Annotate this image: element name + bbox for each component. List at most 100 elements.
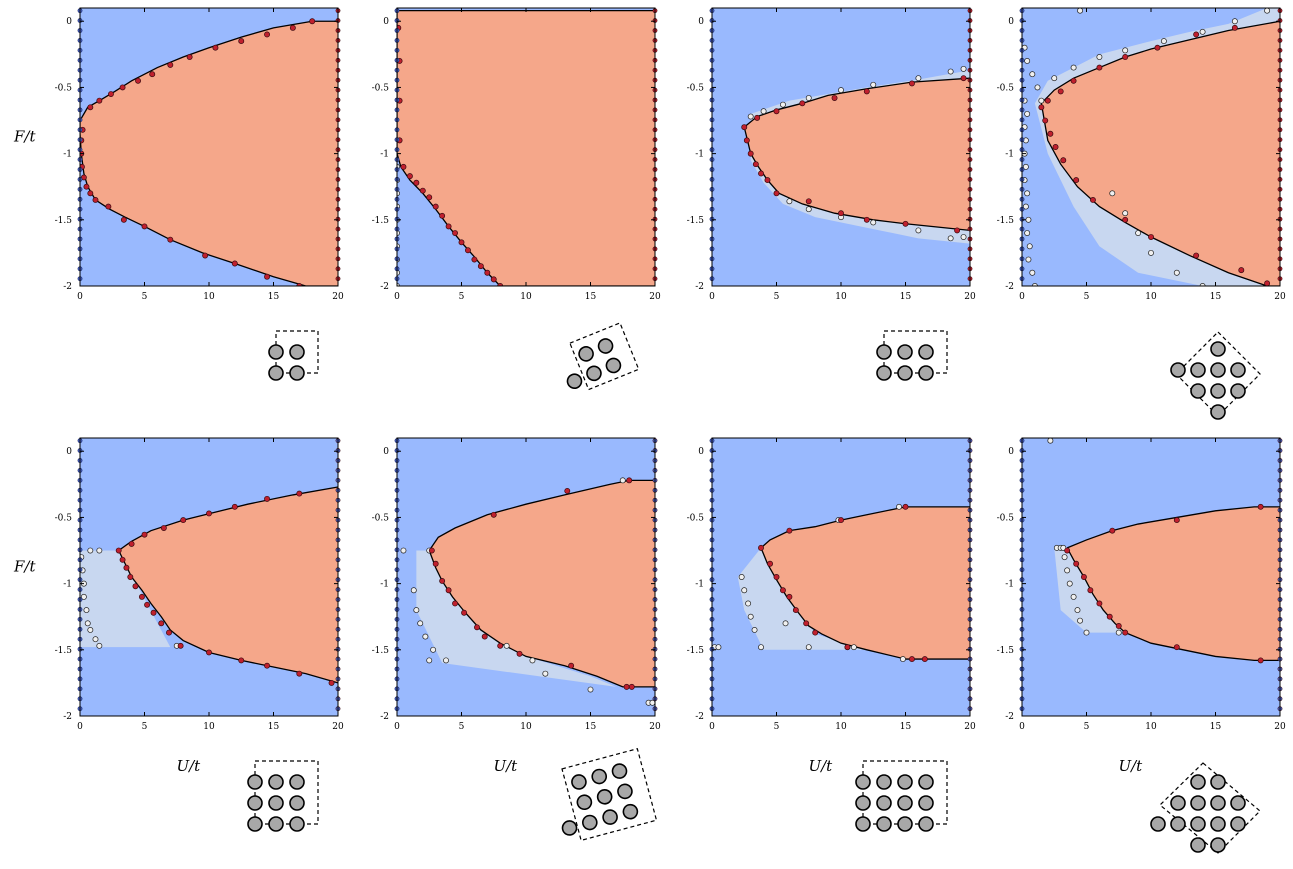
data-point-white xyxy=(805,644,812,651)
y-tick-label: 0 xyxy=(383,447,389,457)
lattice-site-group xyxy=(1150,774,1246,853)
lattice-cell-boundary xyxy=(1175,331,1261,417)
y-tick-label: -0.5 xyxy=(372,83,390,93)
data-point-white xyxy=(1109,190,1116,197)
y-tick-label: -1.5 xyxy=(997,646,1015,656)
data-point-red xyxy=(1080,574,1087,580)
data-point-red xyxy=(474,624,480,631)
y-tick-label: 0 xyxy=(66,447,72,457)
data-point-white xyxy=(1051,75,1058,82)
lattice-2x2 xyxy=(268,330,319,381)
data-point-red xyxy=(264,495,270,502)
data-point-red xyxy=(461,609,468,616)
data-point-white xyxy=(1070,593,1077,600)
lattice-site-group xyxy=(855,774,934,832)
y-tick-label: -1 xyxy=(380,580,389,590)
panel-plot-area xyxy=(741,65,970,244)
data-point-white xyxy=(529,657,536,664)
data-point-white xyxy=(1077,617,1084,624)
lattice-site xyxy=(247,816,263,832)
x-axis-label: U/t xyxy=(493,757,518,775)
x-tick-label: 0 xyxy=(394,292,400,302)
data-point-white xyxy=(870,219,877,226)
data-point-white xyxy=(542,670,549,677)
data-point-red xyxy=(1096,64,1103,71)
lattice-cell-boundary xyxy=(1159,762,1261,854)
data-point-white xyxy=(83,607,90,614)
phase-region xyxy=(761,506,970,660)
x-tick-label: 15 xyxy=(1210,722,1222,732)
data-point-red xyxy=(863,88,870,95)
lattice-sites xyxy=(566,322,640,391)
data-point-white xyxy=(92,636,99,643)
data-point-white xyxy=(1024,58,1031,64)
data-point-red xyxy=(92,197,99,203)
lattice-site xyxy=(566,373,583,390)
x-tick-label: 20 xyxy=(964,722,976,732)
lattice-site xyxy=(597,338,614,354)
data-point-red xyxy=(902,503,909,510)
data-point-red xyxy=(406,173,413,180)
data-point-white xyxy=(87,547,94,554)
data-point-red xyxy=(141,531,148,538)
y-tick-label: -2 xyxy=(1005,282,1014,292)
data-point-red xyxy=(1073,177,1080,184)
x-tick-label: 20 xyxy=(1274,292,1286,302)
data-point-red xyxy=(838,210,844,217)
lattice-site xyxy=(1190,774,1206,790)
lattice-site xyxy=(1210,795,1226,811)
lattice-site xyxy=(268,816,284,832)
lattice-site xyxy=(876,774,892,790)
data-point-white xyxy=(1077,8,1083,14)
data-point-white xyxy=(896,503,903,510)
lattice-site xyxy=(622,803,639,820)
x-tick-label: 5 xyxy=(774,292,780,302)
lattice-site xyxy=(897,795,913,811)
crossover-band xyxy=(737,547,867,650)
data-point-red xyxy=(626,477,633,484)
data-point-red xyxy=(844,644,851,651)
panel-8: 0 5 10 15 20 0 -0.5 -1 -1.5 -2 U/t xyxy=(997,437,1286,775)
data-point-white xyxy=(397,269,400,276)
x-axis-label: U/t xyxy=(808,757,833,775)
x-axis-label: U/t xyxy=(1118,757,1143,775)
data-point-red xyxy=(452,600,458,607)
data-point-white xyxy=(1074,607,1081,614)
data-point-red xyxy=(149,71,156,78)
data-point-red xyxy=(805,198,812,205)
data-point-red xyxy=(96,97,103,104)
data-point-red xyxy=(1073,560,1080,567)
data-point-white xyxy=(738,574,745,580)
data-point-white xyxy=(84,620,91,627)
data-point-red xyxy=(1052,144,1059,150)
phase-region xyxy=(397,10,655,286)
data-point-red xyxy=(909,80,915,87)
y-tick-label: -0.5 xyxy=(997,83,1015,93)
y-tick-label: -1.5 xyxy=(687,646,705,656)
lattice-site xyxy=(1210,362,1226,378)
data-point-red xyxy=(741,124,748,131)
lattice-site xyxy=(855,774,871,790)
data-point-white xyxy=(915,75,922,82)
data-point-white xyxy=(786,198,793,205)
data-point-white xyxy=(870,81,877,88)
data-point-white xyxy=(1115,629,1122,636)
data-point-red xyxy=(206,649,212,656)
data-point-red xyxy=(773,190,780,197)
panel-plot-area xyxy=(397,9,655,286)
lattice-site xyxy=(918,816,934,832)
data-point-red xyxy=(628,683,635,690)
data-point-red xyxy=(119,84,126,91)
data-point-white xyxy=(1029,269,1036,276)
lattice-site xyxy=(1170,816,1186,832)
lattice-site xyxy=(586,365,602,382)
data-point-white xyxy=(915,227,922,234)
x-tick-label: 10 xyxy=(203,292,215,302)
lattice-site xyxy=(289,795,305,811)
y-tick-label: -1.5 xyxy=(687,216,705,226)
data-point-red xyxy=(238,38,245,45)
y-axis-label: F/t xyxy=(13,557,36,575)
data-point-red xyxy=(177,642,184,649)
y-tick-label: -1 xyxy=(63,150,72,160)
data-point-white xyxy=(417,620,424,627)
